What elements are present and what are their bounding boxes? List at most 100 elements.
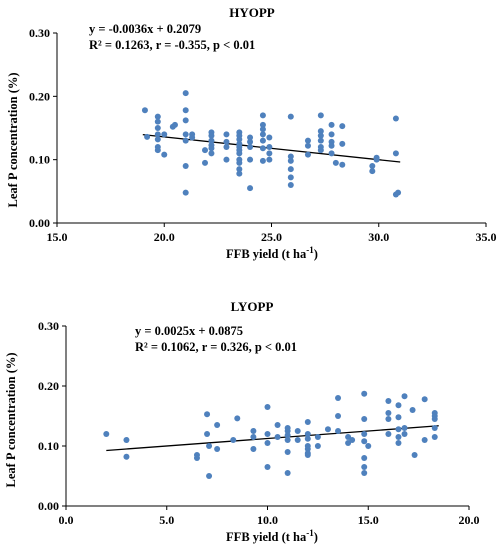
data-point <box>284 449 291 455</box>
data-point <box>339 123 346 130</box>
data-point <box>247 185 254 192</box>
data-point <box>287 174 294 181</box>
data-point <box>361 438 368 445</box>
data-point <box>335 428 342 434</box>
data-point <box>189 134 196 141</box>
data-point <box>328 121 335 128</box>
data-point <box>266 150 273 157</box>
data-point <box>223 144 230 150</box>
regression-stats: R² = 0.1263, r = -0.355, p < 0.01 <box>89 38 255 52</box>
data-point <box>154 113 161 120</box>
x-tick-label: 25.0 <box>261 230 282 244</box>
chart-title: HYOPP <box>229 5 275 20</box>
data-point <box>304 419 311 425</box>
x-tick-label: 30.0 <box>368 230 389 244</box>
data-point <box>287 153 294 160</box>
data-point <box>361 470 368 476</box>
data-point <box>264 431 271 437</box>
data-point <box>247 138 254 145</box>
data-point <box>294 428 301 434</box>
data-point <box>250 446 257 452</box>
chart-hyopp: HYOPP y = -0.0036x + 0.2079 R² = 0.1263,… <box>6 5 497 261</box>
data-point <box>182 163 189 169</box>
data-point <box>328 131 335 138</box>
data-point <box>287 157 294 164</box>
regression-equation: y = 0.0025x + 0.0875 <box>135 324 243 338</box>
y-tick-label: 0.00 <box>38 499 59 513</box>
data-point <box>304 431 311 437</box>
data-point <box>339 161 346 168</box>
data-point <box>236 150 243 157</box>
data-point <box>236 166 243 173</box>
x-tick-label: 0.0 <box>59 513 74 527</box>
data-point <box>395 440 402 446</box>
data-point <box>236 159 243 166</box>
data-point <box>421 396 428 403</box>
data-point <box>154 118 161 125</box>
data-point <box>236 136 243 143</box>
data-point <box>193 455 200 461</box>
data-point <box>401 393 408 400</box>
y-tick-label: 0.10 <box>29 153 50 167</box>
data-point <box>335 413 342 419</box>
data-point <box>361 416 368 422</box>
data-point <box>395 414 402 421</box>
data-point <box>317 137 324 144</box>
data-point <box>349 437 356 443</box>
data-point <box>328 150 335 157</box>
data-point <box>369 168 376 175</box>
data-point <box>304 452 311 458</box>
data-point <box>208 132 215 139</box>
chart-title: LYOPP <box>231 299 274 314</box>
data-point <box>144 133 151 140</box>
data-point <box>304 151 311 158</box>
data-point <box>395 426 402 433</box>
data-point <box>223 131 230 138</box>
data-point <box>431 434 438 440</box>
data-point <box>259 121 266 128</box>
data-point <box>287 113 294 120</box>
data-point <box>250 434 257 440</box>
data-point <box>274 422 281 428</box>
data-point <box>247 144 254 150</box>
data-point <box>103 431 110 437</box>
data-point <box>339 140 346 147</box>
points-group <box>141 90 402 198</box>
data-point <box>259 145 266 152</box>
data-point <box>304 446 311 452</box>
data-point <box>304 142 311 149</box>
x-tick-label: 20.0 <box>459 513 480 527</box>
data-point <box>202 147 209 154</box>
data-point <box>204 431 211 437</box>
data-point <box>161 131 168 138</box>
data-point <box>264 404 271 410</box>
data-point <box>264 464 271 470</box>
data-point <box>361 455 368 461</box>
data-point <box>431 425 438 431</box>
data-point <box>385 416 392 422</box>
y-tick-label: 0.20 <box>38 379 59 393</box>
data-point <box>247 134 254 141</box>
data-point <box>361 464 368 470</box>
data-point <box>266 144 273 150</box>
data-point <box>401 425 408 431</box>
data-point <box>250 428 257 434</box>
x-tick-label: 5.0 <box>159 513 174 527</box>
data-point <box>395 189 402 196</box>
data-point <box>247 156 254 163</box>
data-point <box>328 142 335 149</box>
x-tick-label: 15.0 <box>358 513 379 527</box>
data-point <box>182 189 189 196</box>
data-point <box>294 437 301 443</box>
y-tick-label: 0.10 <box>38 439 59 453</box>
data-point <box>208 137 215 144</box>
data-point <box>223 156 230 163</box>
axes-group: 0.00 0.10 0.20 0.30 15.0 20.0 25.0 30.0 35.0 <box>29 26 497 244</box>
data-point <box>182 90 189 97</box>
data-point <box>171 121 178 128</box>
data-point <box>304 137 311 144</box>
data-point <box>182 131 189 138</box>
data-point <box>324 426 331 433</box>
data-point <box>304 435 311 442</box>
data-point <box>266 134 273 141</box>
